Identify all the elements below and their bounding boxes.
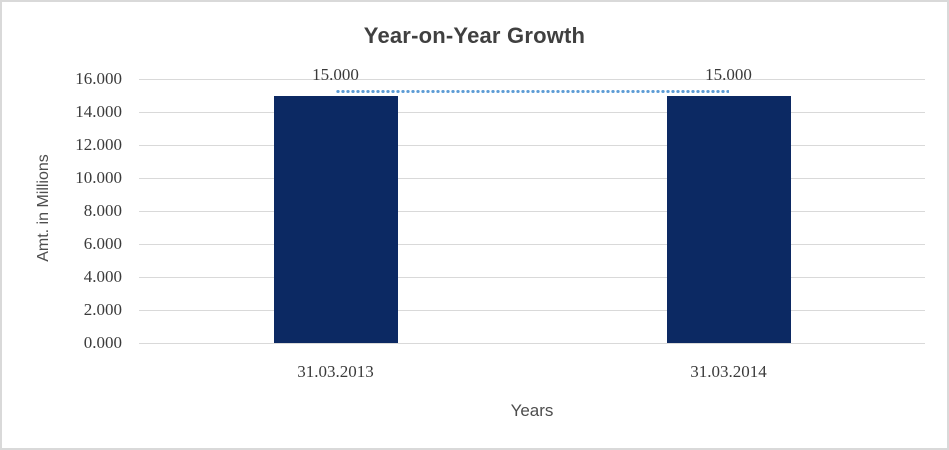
y-gridline [139,178,925,179]
y-tick-label: 14.000 [75,102,122,121]
category-label: 31.03.2014 [690,362,767,381]
y-tick-label: 10.000 [75,168,122,187]
category-label: 31.03.2013 [297,362,374,381]
bar [666,95,791,343]
y-gridline [139,211,925,212]
y-tick-label: 12.000 [75,135,122,154]
data-label: 15.000 [705,65,752,84]
y-tick-label: 16.000 [75,69,122,88]
y-gridline [139,79,925,80]
y-tick-label: 4.000 [83,267,122,286]
data-label: 15.000 [312,65,359,84]
y-tick-label: 6.000 [83,234,122,253]
y-tick-label: 8.000 [83,201,122,220]
y-gridline [139,145,925,146]
y-gridline [139,343,925,344]
chart-title: Year-on-Year Growth [363,23,586,48]
y-tick-label: 0.000 [83,333,122,352]
bar [273,95,398,343]
trend-dotted-line [335,90,729,93]
y-gridline [139,310,925,311]
y-gridline [139,244,925,245]
x-axis-title: Years [510,401,554,420]
y-tick-label: 2.000 [83,300,122,319]
y-gridline [139,112,925,113]
y-gridline [139,277,925,278]
